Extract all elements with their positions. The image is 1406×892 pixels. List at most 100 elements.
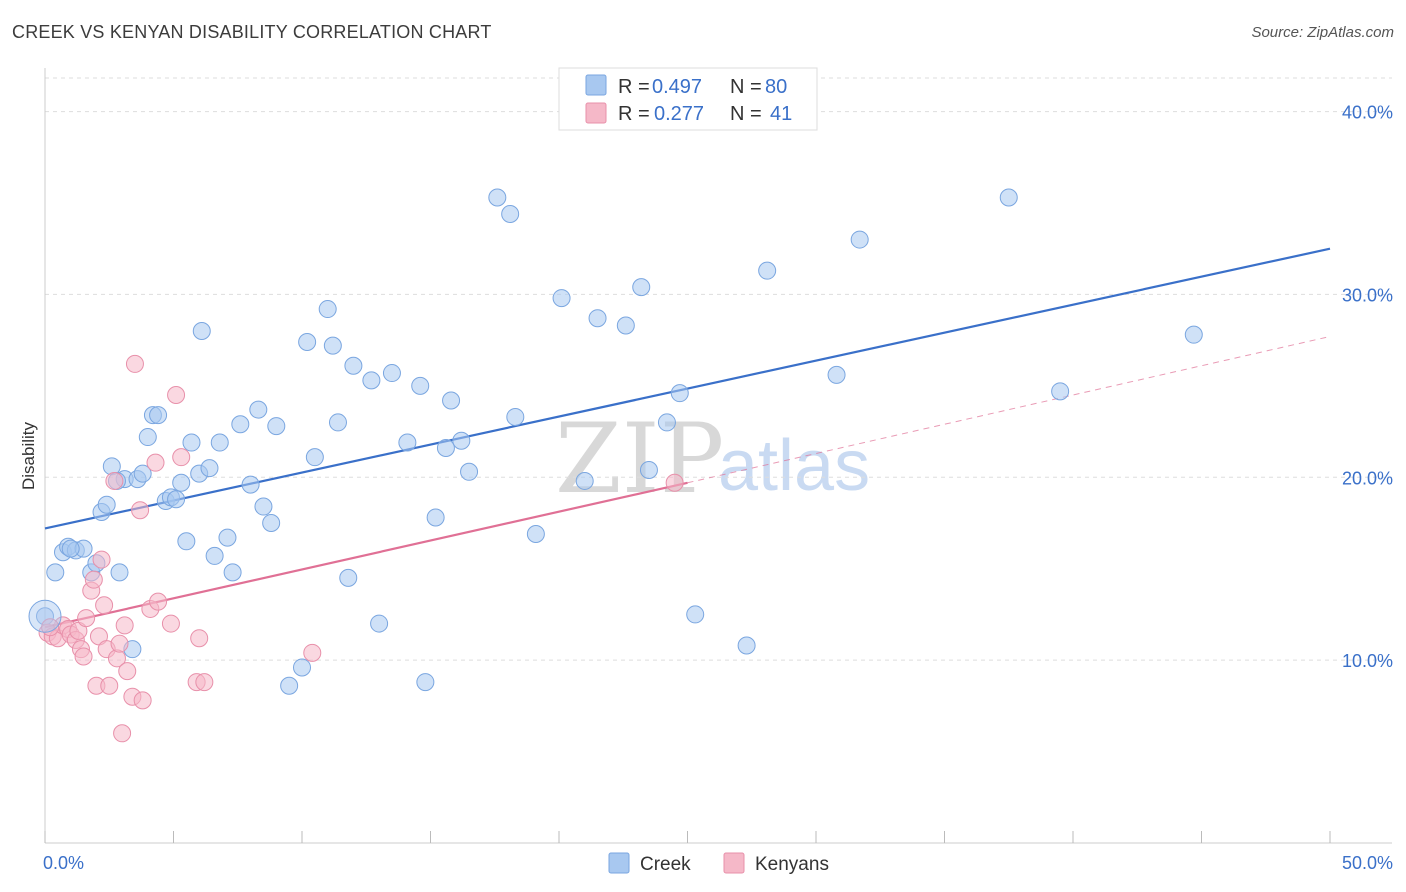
creek-point — [138, 428, 157, 447]
creek-point — [506, 407, 525, 426]
creek-point — [411, 376, 430, 395]
creek-point — [382, 364, 401, 383]
creek-point — [436, 439, 455, 458]
kenyans-point — [303, 643, 322, 662]
creek-point — [670, 384, 689, 403]
creek-point — [1184, 325, 1203, 344]
creek-point — [133, 464, 152, 483]
creek-point — [460, 462, 479, 481]
y-tick-label: 10.0% — [1342, 651, 1393, 671]
creek-point — [267, 417, 286, 436]
kenyans-point — [195, 673, 214, 692]
bottom-legend-creek: Creek — [640, 854, 691, 875]
creek-point — [339, 568, 358, 587]
creek-point — [262, 514, 281, 532]
creek-point — [172, 473, 191, 492]
creek-point — [575, 471, 594, 490]
creek-point — [616, 316, 635, 335]
creek-point — [305, 448, 324, 467]
creek-point — [293, 658, 311, 677]
legend-kenyans-r-value: 0.277 — [654, 103, 704, 125]
creek-point — [416, 673, 435, 692]
bottom-legend-swatch-kenyans — [723, 852, 745, 874]
creek-point — [182, 433, 201, 452]
creek-point — [488, 188, 507, 207]
creek-point — [167, 490, 186, 509]
creek-point — [177, 532, 196, 551]
creek-point — [231, 415, 250, 434]
kenyans-point — [167, 386, 186, 404]
creek-point — [110, 563, 129, 582]
kenyans-point — [74, 647, 93, 666]
kenyans-point — [100, 676, 119, 695]
creek-point-large — [28, 599, 62, 633]
creek-point — [97, 495, 116, 514]
creek-point — [850, 230, 869, 249]
creek-point — [526, 524, 545, 543]
creek-point — [552, 289, 571, 308]
x-tick-label-min: 0.0% — [43, 853, 84, 873]
creek-point — [298, 332, 317, 351]
creek-point — [398, 433, 417, 452]
source-label: Source: ZipAtlas.com — [1251, 24, 1394, 41]
creek-point — [205, 546, 224, 565]
creek-point — [1051, 382, 1070, 401]
kenyans-point — [131, 501, 150, 520]
kenyans-point — [41, 618, 60, 637]
creek-point — [999, 188, 1018, 207]
y-tick-label: 40.0% — [1342, 103, 1393, 123]
legend-kenyans-n-value: 41 — [770, 103, 792, 125]
legend-swatch-kenyans — [585, 102, 607, 124]
tick-labels: 10.0% 20.0% 30.0% 40.0% 0.0% 50.0% — [43, 103, 1393, 873]
kenyans-point — [146, 453, 165, 472]
kenyans-point — [190, 629, 209, 648]
creek-point — [827, 365, 846, 384]
creek-point — [758, 261, 777, 280]
creek-point — [223, 563, 242, 582]
watermark-atlas: atlas — [718, 426, 870, 506]
x-tick-label-max: 50.0% — [1342, 853, 1393, 873]
kenyans-point — [172, 448, 191, 467]
creek-point — [442, 391, 461, 410]
creek-point — [501, 204, 520, 223]
data-points — [28, 188, 1203, 743]
bottom-legend-kenyans: Kenyans — [755, 854, 829, 875]
watermark-zip: ZIP — [555, 403, 724, 515]
legend-creek-n-label: N = — [730, 76, 762, 98]
kenyans-point — [95, 596, 114, 615]
creek-point — [149, 406, 168, 425]
bottom-legend-swatch-creek — [608, 852, 630, 874]
creek-point — [686, 605, 705, 624]
creek-point — [200, 459, 219, 478]
creek-point — [323, 336, 342, 355]
axes — [44, 68, 1392, 844]
creek-point — [280, 676, 299, 695]
legend-creek-r-label: R = — [618, 76, 650, 98]
creek-point — [210, 433, 229, 452]
gridlines — [45, 77, 1392, 661]
kenyans-point — [118, 662, 137, 681]
chart-title: CREEK VS KENYAN DISABILITY CORRELATION C… — [12, 22, 492, 42]
creek-point — [192, 322, 211, 340]
kenyans-point — [161, 614, 180, 633]
y-axis-label: Disability — [19, 421, 38, 490]
kenyans-point — [84, 570, 103, 589]
kenyans-point — [105, 471, 124, 490]
creek-point — [362, 371, 381, 390]
creek-point — [61, 539, 80, 558]
creek-point — [254, 497, 273, 516]
kenyans-point — [133, 691, 152, 710]
creek-point — [632, 278, 651, 297]
creek-point — [46, 563, 65, 582]
creek-point — [426, 508, 445, 527]
creek-point — [328, 413, 347, 432]
creek-point — [318, 300, 337, 319]
creek-point — [344, 356, 363, 375]
legend-creek-r-value: 0.497 — [652, 76, 702, 98]
legend-creek-n-value: 80 — [765, 76, 787, 98]
kenyans-point — [149, 592, 168, 611]
legend-swatch-creek — [585, 74, 607, 96]
kenyans-point — [125, 354, 144, 373]
creek-point — [737, 636, 756, 655]
